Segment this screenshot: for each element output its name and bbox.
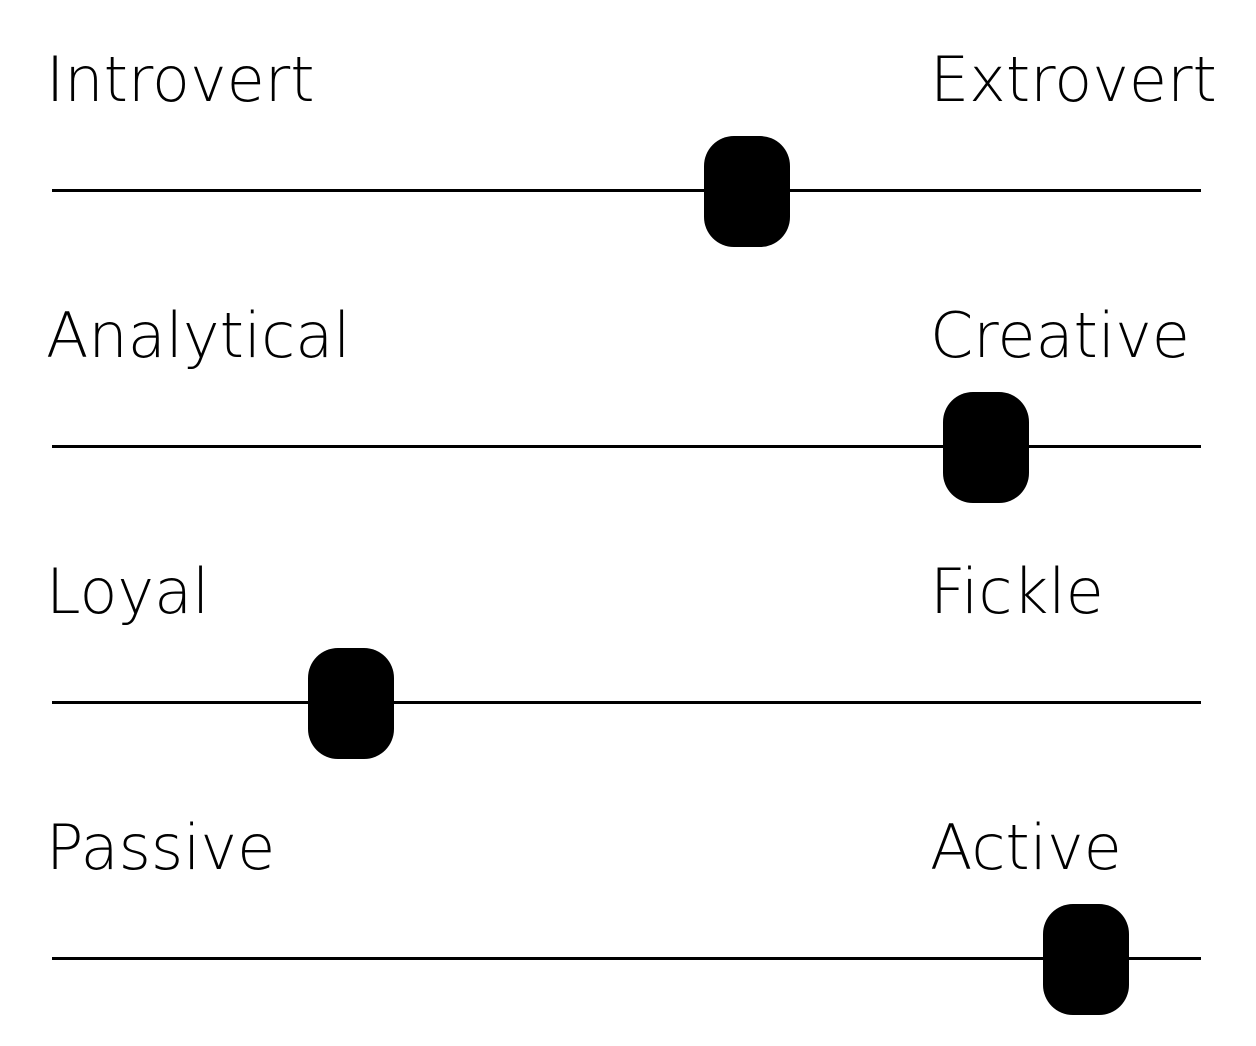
slider-loyal-fickle: Loyal Fickle: [0, 512, 1256, 768]
slider-track[interactable]: [52, 189, 1201, 192]
slider-introvert-extrovert: Introvert Extrovert: [0, 0, 1256, 256]
right-label: Creative: [930, 299, 1190, 372]
left-label: Passive: [46, 811, 276, 884]
slider-thumb[interactable]: [1043, 904, 1130, 1015]
left-label: Loyal: [46, 555, 210, 628]
right-label: Extrovert: [930, 43, 1217, 116]
slider-passive-active: Passive Active: [0, 768, 1256, 1024]
slider-thumb[interactable]: [704, 136, 791, 247]
slider-thumb[interactable]: [943, 392, 1030, 503]
slider-thumb[interactable]: [307, 648, 394, 759]
slider-analytical-creative: Analytical Creative: [0, 256, 1256, 512]
right-label: Active: [930, 811, 1122, 884]
slider-track[interactable]: [52, 957, 1201, 960]
left-label: Analytical: [46, 299, 351, 372]
right-label: Fickle: [930, 555, 1104, 628]
left-label: Introvert: [46, 43, 315, 116]
slider-track[interactable]: [52, 445, 1201, 448]
slider-track[interactable]: [52, 701, 1201, 704]
